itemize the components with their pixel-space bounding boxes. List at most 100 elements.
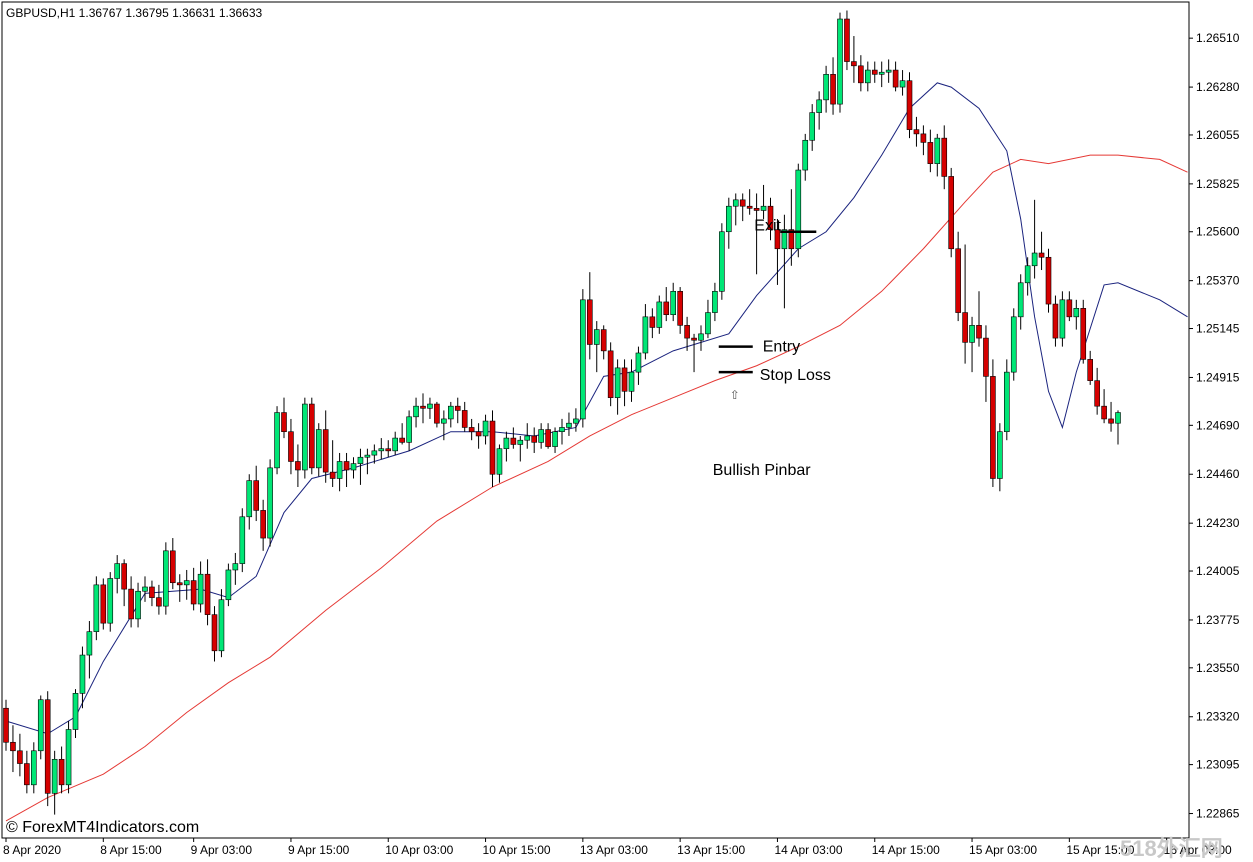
candle (892, 61, 899, 92)
x-tick-label: 15 Apr 15:00 (1066, 843, 1134, 857)
candle (364, 448, 371, 475)
bull-candle-body (719, 231, 725, 292)
candle (1101, 389, 1107, 424)
bull-candle-body (441, 418, 447, 424)
bull-candle-body (878, 71, 885, 75)
candle (65, 721, 72, 794)
bear-candle-body (976, 325, 982, 339)
bear-candle-body (295, 461, 301, 471)
candle (503, 431, 510, 462)
candle (732, 193, 739, 226)
candle (225, 563, 232, 607)
bear-candle-body (343, 461, 350, 471)
bull-candle-body (614, 367, 621, 398)
bear-candle-body (955, 248, 961, 313)
candle (878, 61, 885, 88)
candle (489, 410, 496, 488)
candle (802, 133, 809, 181)
bear-candle-body (920, 133, 927, 143)
bear-candle-body (128, 588, 134, 620)
bear-candle-body (475, 431, 482, 437)
candle (114, 555, 120, 594)
bear-candle-body (531, 435, 538, 443)
candle (781, 214, 788, 309)
candle (607, 342, 614, 407)
candle (774, 218, 781, 285)
candle (121, 559, 127, 607)
bull-candle-body (823, 74, 829, 101)
candle (392, 431, 399, 456)
candle (204, 559, 211, 626)
candle (176, 574, 183, 602)
candle (3, 699, 9, 751)
candle (830, 57, 836, 115)
y-tick-label: 1.23775 (1196, 613, 1240, 627)
y-tick-label: 1.25825 (1196, 177, 1240, 191)
bull-candle-body (413, 405, 419, 418)
bull-candle-body (37, 699, 44, 752)
corner-watermark: 518外汇网 (1120, 836, 1223, 861)
bull-candle-body (246, 480, 253, 518)
bull-candle-body (371, 450, 378, 456)
candle (253, 465, 259, 522)
bear-candle-body (892, 69, 899, 88)
y-tick-label: 1.24230 (1196, 516, 1240, 530)
bear-candle-body (941, 137, 948, 177)
candle (413, 397, 419, 428)
bull-candle-body (302, 403, 308, 471)
candle (100, 578, 107, 630)
candle (24, 750, 30, 794)
bear-candle-body (1108, 418, 1114, 424)
candle (517, 435, 524, 462)
bull-candle-body (593, 329, 600, 345)
bear-candle-body (190, 580, 197, 605)
candle (983, 325, 989, 402)
candle (274, 406, 280, 475)
candle (308, 397, 315, 475)
candle (1066, 291, 1073, 322)
candle (190, 567, 197, 611)
bull-candle-body (712, 291, 718, 313)
bull-candle-body (503, 437, 510, 450)
bear-candle-body (58, 758, 65, 786)
candle (621, 359, 628, 407)
candle (510, 427, 517, 449)
candle (677, 287, 683, 334)
bear-candle-body (545, 429, 551, 447)
y-tick-label: 1.25370 (1196, 274, 1240, 288)
candle (705, 299, 711, 339)
candle (329, 440, 336, 488)
candle (948, 167, 955, 258)
candle (1094, 367, 1100, 415)
chart-header: GBPUSD,H1 1.36767 1.36795 1.36631 1.3663… (6, 6, 263, 20)
bull-candle-body (72, 693, 79, 730)
candle (58, 746, 65, 794)
bear-candle-body (858, 65, 864, 84)
bull-candle-body (406, 416, 412, 443)
bear-candle-body (176, 582, 183, 586)
bear-candle-body (121, 563, 127, 590)
bull-candle-body (934, 137, 941, 164)
candle (927, 129, 934, 173)
candle (461, 401, 468, 432)
bear-candle-body (607, 350, 614, 398)
entry-label: Entry (763, 339, 800, 356)
bull-candle-body (239, 516, 246, 564)
bear-candle-body (600, 329, 607, 352)
y-tick-label: 1.23095 (1196, 758, 1240, 772)
candle (1115, 410, 1121, 445)
x-tick-label: 8 Apr 2020 (3, 843, 61, 857)
candle (322, 410, 329, 483)
bull-candle-body (899, 80, 906, 88)
bull-candle-body (969, 325, 975, 343)
bear-candle-body (983, 337, 989, 377)
candle (468, 418, 475, 441)
bull-candle-body (427, 403, 433, 409)
candle (955, 231, 961, 322)
bull-candle-body (1073, 308, 1080, 318)
bear-candle-body (10, 741, 16, 752)
y-tick-label: 1.26280 (1196, 80, 1240, 94)
bull-candle-body (350, 463, 357, 471)
candle (197, 561, 204, 613)
